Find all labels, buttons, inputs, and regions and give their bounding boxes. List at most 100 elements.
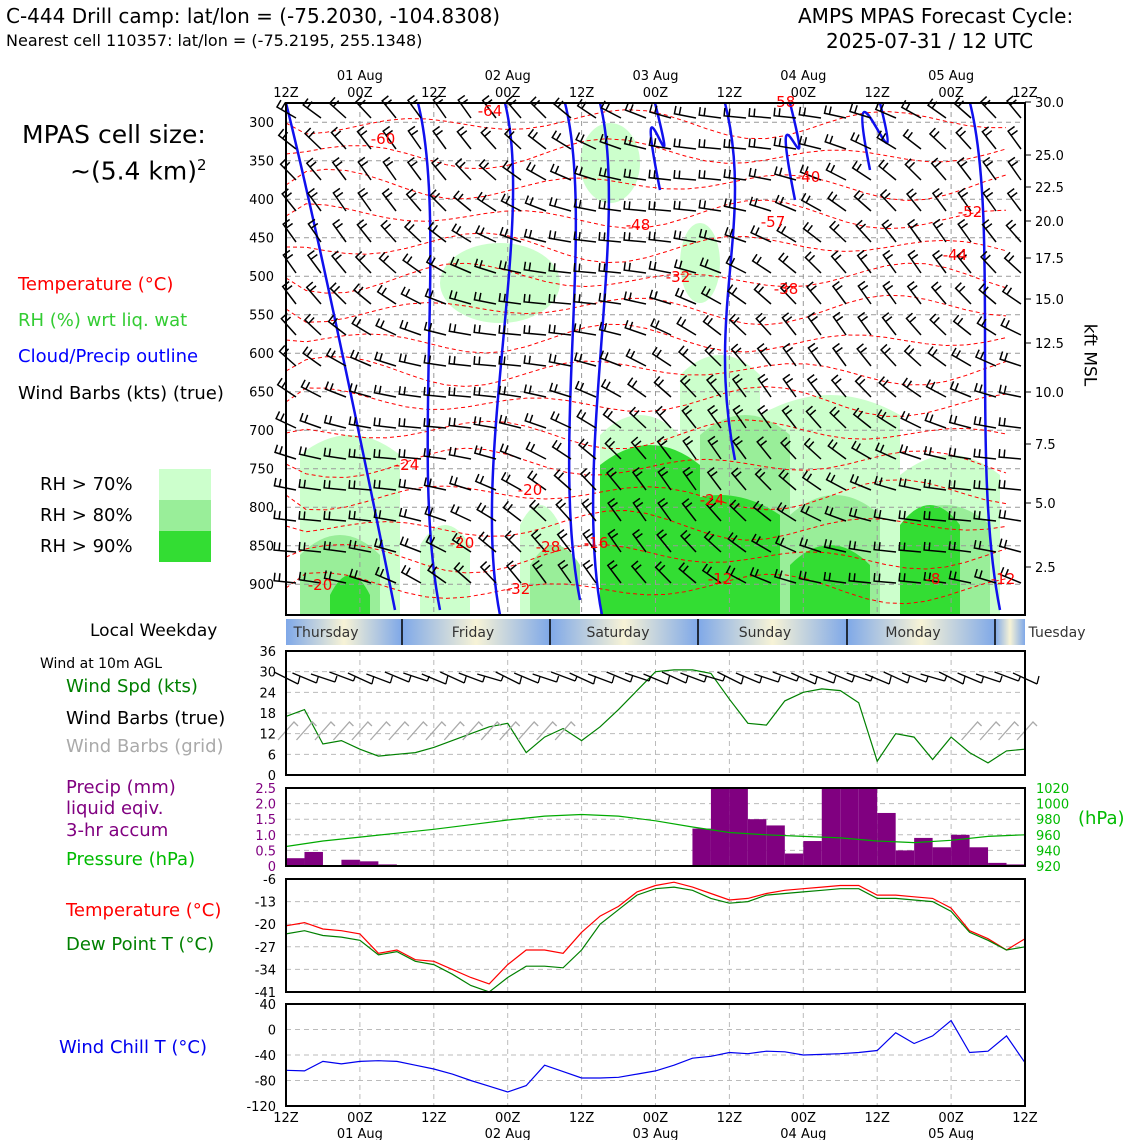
wind-barb [352, 283, 372, 305]
wind-barb [527, 470, 547, 491]
wind-barb [500, 471, 522, 491]
wind-speed-line [285, 669, 1026, 764]
wind-barb [476, 502, 497, 522]
wind-barb [630, 436, 647, 460]
pressure-tick-label: 900 [249, 578, 274, 593]
temp-panel-tick-label: -20 [255, 918, 276, 933]
wind-barb [631, 528, 647, 553]
pressure-tick-label: 1020 [1036, 782, 1069, 797]
wind-barb [502, 500, 522, 522]
temperature-contour-label: -32 [666, 268, 691, 286]
wind-barb [930, 157, 947, 181]
wind-barb [448, 323, 472, 336]
wind-barb [981, 219, 997, 243]
wind-barb [757, 404, 772, 429]
wind-panel-tick-label: 12 [259, 728, 276, 743]
wind-barb [979, 250, 997, 274]
wind-barb [553, 468, 572, 491]
wind-barb [749, 196, 772, 212]
cell-size-value-text: ~(5.4 km) [70, 156, 197, 186]
wind-barb [624, 102, 647, 119]
wind-barb [730, 343, 747, 367]
wind-barb [673, 105, 697, 119]
bottom-time-label: 00Z [643, 1111, 669, 1126]
height-tick-label: 15.0 [1035, 293, 1064, 308]
wind-barbs-grid-label: Wind Barbs (grid) [66, 736, 224, 757]
weekday-band [847, 619, 995, 645]
wind-barb [398, 507, 422, 522]
wind-barb [723, 169, 747, 181]
surface-wind-barb [957, 672, 985, 684]
wind-barb [282, 249, 297, 274]
wind-barb [773, 568, 797, 584]
wind-barb [529, 96, 547, 119]
wind-barb [381, 188, 397, 212]
precip-bar [914, 837, 933, 866]
wind-barb [928, 127, 947, 150]
grid-wind-barb [277, 721, 299, 741]
wind-barb [373, 479, 397, 491]
wind-barb [703, 530, 722, 553]
kft-msl-label: kft MSL [1079, 323, 1100, 387]
wind-barb [706, 467, 722, 491]
wind-barb [800, 503, 822, 522]
surface-wind-barb [366, 673, 393, 684]
weekday-label: Friday [452, 625, 494, 641]
precip-bar [766, 825, 785, 866]
wind-barb [1007, 125, 1022, 150]
bottom-date-label: 05 Aug [928, 1127, 974, 1140]
wind-barb [830, 250, 847, 274]
wind-barb [730, 467, 747, 491]
wind-barb [448, 290, 472, 305]
cloud-outline-9 [968, 102, 1002, 611]
precip-bar [747, 819, 767, 866]
wind-barb [282, 218, 297, 243]
rh90-swatch [159, 531, 211, 562]
wind-barb [851, 160, 872, 181]
title-right-2: 2025-07-31 / 12 UTC [826, 29, 1034, 53]
wind-barb [623, 200, 647, 212]
wind-barb [1007, 156, 1022, 181]
top-time-label: 00Z [791, 86, 817, 101]
wind-barb [323, 479, 347, 491]
wind-barb [452, 190, 472, 212]
wind-barb [873, 541, 897, 553]
wind-barb [748, 138, 772, 150]
temperature-contour-label: -20 [308, 576, 333, 594]
wind-barb [457, 94, 472, 119]
height-tick-label: 12.5 [1035, 337, 1064, 352]
wind-panel-tick-label: 24 [259, 686, 276, 701]
wind-barb [679, 375, 697, 398]
top-date-label: 05 Aug [928, 69, 974, 84]
wind-barb [750, 225, 772, 243]
wind-barb [823, 539, 847, 553]
wind-barb [581, 498, 597, 522]
wind-barb [724, 226, 747, 243]
wind-barb [375, 318, 397, 336]
wind-barb [698, 138, 722, 150]
wind-barb [756, 436, 772, 460]
wind-barb [349, 568, 372, 584]
pressure-tick-label: 700 [249, 424, 274, 439]
wind-barb [298, 479, 322, 491]
wind-barb [829, 406, 847, 429]
wind-barb [850, 440, 872, 460]
wind-barb [954, 282, 972, 305]
wind-barb [602, 407, 622, 429]
wind-barb [728, 313, 747, 336]
pressure-tick-label: 800 [249, 501, 274, 516]
wind-barb [825, 472, 847, 491]
precip-bar [988, 862, 1007, 866]
wind-barb [348, 510, 372, 522]
wind-barb [957, 187, 972, 212]
wind-barb [848, 540, 872, 553]
wind-barb [701, 563, 722, 584]
pressure-tick-label: 350 [249, 155, 274, 170]
wind-barb [423, 477, 447, 491]
wind-barb [451, 223, 472, 243]
wind-barb [857, 311, 872, 336]
wind-barb [499, 226, 522, 243]
wind-barb [348, 448, 372, 460]
wind-barb [757, 373, 772, 398]
legend-cloud: Cloud/Precip outline [18, 346, 199, 367]
